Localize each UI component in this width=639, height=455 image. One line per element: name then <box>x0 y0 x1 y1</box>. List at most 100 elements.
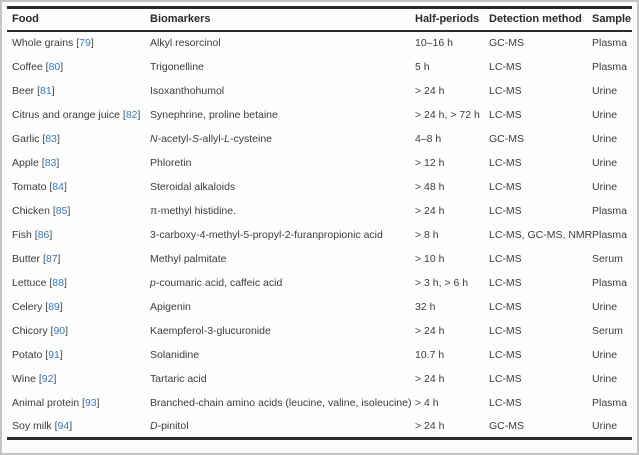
detection-method-cell: LC-MS <box>489 156 522 169</box>
detection-method-cell: LC-MS <box>489 372 522 385</box>
half-period-cell: > 24 h, > 72 h <box>415 108 480 121</box>
sample-cell: Urine <box>592 419 618 432</box>
reference-number: 92 <box>41 372 54 385</box>
sample-cell: Plasma <box>592 60 628 73</box>
table-row: Lettuce [88] p-coumaric acid, caffeic ac… <box>7 271 632 295</box>
reference-link[interactable]: [93] <box>82 396 100 409</box>
reference-number: 83 <box>44 156 57 169</box>
reference-link[interactable]: [85] <box>52 204 71 217</box>
biomarker-cell: Apigenin <box>150 300 191 313</box>
food-cell: Soy milk [94] <box>7 415 145 439</box>
food-name: Soy milk <box>12 419 52 432</box>
header-row: Food Biomarkers Half-periods Detection m… <box>7 8 632 31</box>
biomarker-cell: Isoxanthohumol <box>150 84 225 97</box>
detection-method-cell: LC-MS <box>489 204 522 217</box>
reference-link[interactable]: [84] <box>49 180 67 193</box>
reference-link[interactable]: [79] <box>76 37 94 49</box>
column-header-biomarkers: Biomarkers <box>150 13 211 26</box>
reference-number: 93 <box>84 396 97 409</box>
detection-method-cell: LC-MS, GC-MS, NMR <box>489 228 593 241</box>
reference-number: 83 <box>45 132 57 145</box>
half-period-cell: > 10 h <box>415 252 445 265</box>
food-cell: Chicken [85] <box>7 199 145 223</box>
sample-cell: Urine <box>592 348 618 361</box>
reference-link[interactable]: [91] <box>45 348 63 361</box>
table-row: Apple [83] Phloretin > 12 h LC-MS Urine <box>7 151 632 175</box>
food-name: Potato <box>12 348 43 361</box>
reference-link[interactable]: [83] <box>41 156 60 169</box>
half-period-cell: > 24 h <box>415 419 445 432</box>
table-body: Whole grains [79] Alkyl resorcinol 10–16… <box>7 31 632 439</box>
table-row: Fish [86] 3-carboxy-4-methyl-5-propyl-2-… <box>7 223 632 247</box>
column-header-sample: Sample <box>592 13 632 26</box>
biomarker-cell: Alkyl resorcinol <box>150 37 221 49</box>
table-row: Garlic [83] N-acetyl-S-allyl-L-cysteine … <box>7 127 632 151</box>
biomarker-cell: N-acetyl-S-allyl-L-cysteine <box>150 132 272 145</box>
food-name: Wine <box>12 372 36 385</box>
reference-number: 82 <box>125 108 138 121</box>
reference-number: 91 <box>48 348 60 361</box>
reference-link[interactable]: [89] <box>45 300 63 313</box>
half-period-cell: > 3 h, > 6 h <box>415 276 469 289</box>
food-cell: Beer [81] <box>7 79 145 103</box>
food-name: Whole grains <box>12 37 74 49</box>
detection-method-cell: LC-MS <box>489 108 522 121</box>
biomarker-cell: 3-carboxy-4-methyl-5-propyl-2-furanpropi… <box>150 228 383 241</box>
sample-cell: Serum <box>592 324 623 337</box>
reference-link[interactable]: [83] <box>42 132 60 145</box>
food-name: Lettuce <box>12 276 47 289</box>
reference-number: 81 <box>40 84 52 97</box>
sample-cell: Plasma <box>592 276 628 289</box>
food-name: Chicken <box>12 204 50 217</box>
detection-method-cell: LC-MS <box>489 276 522 289</box>
half-period-cell: > 24 h <box>415 324 445 337</box>
reference-link[interactable]: [86] <box>34 228 53 241</box>
sample-cell: Urine <box>592 372 618 385</box>
reference-link[interactable]: [87] <box>42 252 61 265</box>
food-name: Garlic <box>12 132 40 145</box>
table-row: Coffee [80] Trigonelline 5 h LC-MS Plasm… <box>7 55 632 79</box>
food-cell: Chicory [90] <box>7 319 145 343</box>
half-period-cell: 5 h <box>415 60 430 73</box>
half-period-cell: > 4 h <box>415 396 439 409</box>
biomarker-cell: Phloretin <box>150 156 192 169</box>
half-period-cell: 10–16 h <box>415 37 453 49</box>
half-period-cell: 10.7 h <box>415 348 445 361</box>
food-cell: Butter [87] <box>7 247 145 271</box>
food-name: Citrus and orange juice <box>12 108 120 121</box>
biomarker-cell: Tartaric acid <box>150 372 207 385</box>
reference-link[interactable]: [82] <box>122 108 141 121</box>
table-row: Chicory [90] Kaempferol-3-glucuronide > … <box>7 319 632 343</box>
food-name: Coffee <box>12 60 43 73</box>
detection-method-cell: LC-MS <box>489 348 522 361</box>
detection-method-cell: GC-MS <box>489 132 524 145</box>
biomarker-cell: Solanidine <box>150 348 200 361</box>
table-row: Chicken [85] π-methyl histidine. > 24 h … <box>7 199 632 223</box>
food-name: Butter <box>12 252 41 265</box>
food-name: Chicory <box>12 324 48 337</box>
food-name: Fish <box>12 228 32 241</box>
reference-link[interactable]: [80] <box>45 60 64 73</box>
half-period-cell: 32 h <box>415 300 436 313</box>
reference-link[interactable]: [90] <box>50 324 69 337</box>
food-cell: Lettuce [88] <box>7 271 145 295</box>
reference-number: 87 <box>45 252 58 265</box>
table-row: Beer [81] Isoxanthohumol > 24 h LC-MS Ur… <box>7 79 632 103</box>
table-row: Butter [87] Methyl palmitate > 10 h LC-M… <box>7 247 632 271</box>
reference-link[interactable]: [88] <box>49 276 67 289</box>
sample-cell: Plasma <box>592 228 628 241</box>
reference-number: 88 <box>52 276 64 289</box>
food-cell: Fish [86] <box>7 223 145 247</box>
reference-link[interactable]: [94] <box>54 419 73 432</box>
table-row: Tomato [84] Steroidal alkaloids > 48 h L… <box>7 175 632 199</box>
detection-method-cell: LC-MS <box>489 60 522 73</box>
detection-method-cell: GC-MS <box>489 37 524 49</box>
detection-method-cell: LC-MS <box>489 252 522 265</box>
detection-method-cell: GC-MS <box>489 419 524 432</box>
reference-link[interactable]: [81] <box>37 84 55 97</box>
food-name: Animal protein <box>12 396 80 409</box>
table-row: Animal protein [93] Branched-chain amino… <box>7 391 632 415</box>
table-row: Citrus and orange juice [82] Synephrine,… <box>7 103 632 127</box>
reference-link[interactable]: [92] <box>38 372 57 385</box>
